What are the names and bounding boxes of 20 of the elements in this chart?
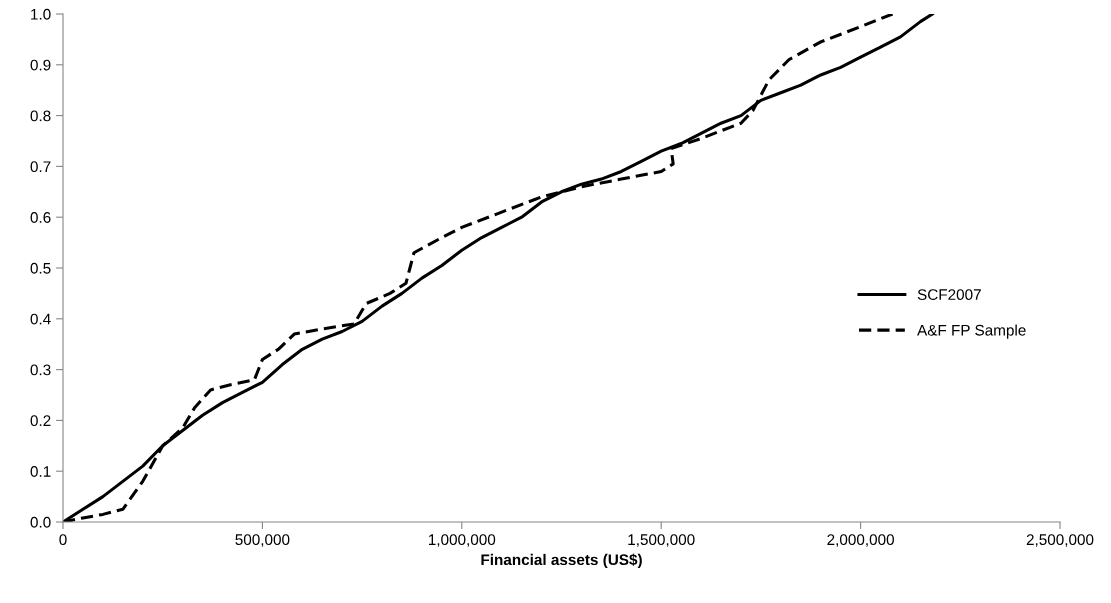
y-tick-label: 0.9: [30, 59, 51, 71]
x-tick-label: 1,000,000: [428, 534, 496, 547]
y-tick-label: 0.1: [30, 466, 51, 477]
y-tick-label: 0.5: [30, 262, 51, 274]
x-tick-label: 0: [59, 534, 67, 546]
y-tick-label: 0.7: [30, 161, 51, 173]
y-tick-label: 0.8: [30, 110, 51, 122]
y-tick-label: 1.0: [31, 8, 51, 20]
y-tick-label: 0.4: [30, 313, 51, 325]
y-tick-label: 0.2: [30, 415, 51, 427]
y-tick-label: 0.3: [30, 364, 51, 376]
x-tick-label: 500,000: [235, 534, 290, 547]
y-tick-label: 0.0: [30, 516, 51, 528]
legend-label: A&F FP Sample: [917, 324, 1026, 339]
y-tick-label: 0.6: [30, 212, 51, 223]
x-axis-title: Financial assets (US$): [481, 553, 642, 569]
x-tick-label: 2,500,000: [1026, 534, 1094, 547]
x-tick-label: 1,500,000: [628, 534, 695, 547]
legend-label: SCF2007: [917, 289, 981, 301]
x-tick-label: 2,000,000: [827, 534, 894, 547]
